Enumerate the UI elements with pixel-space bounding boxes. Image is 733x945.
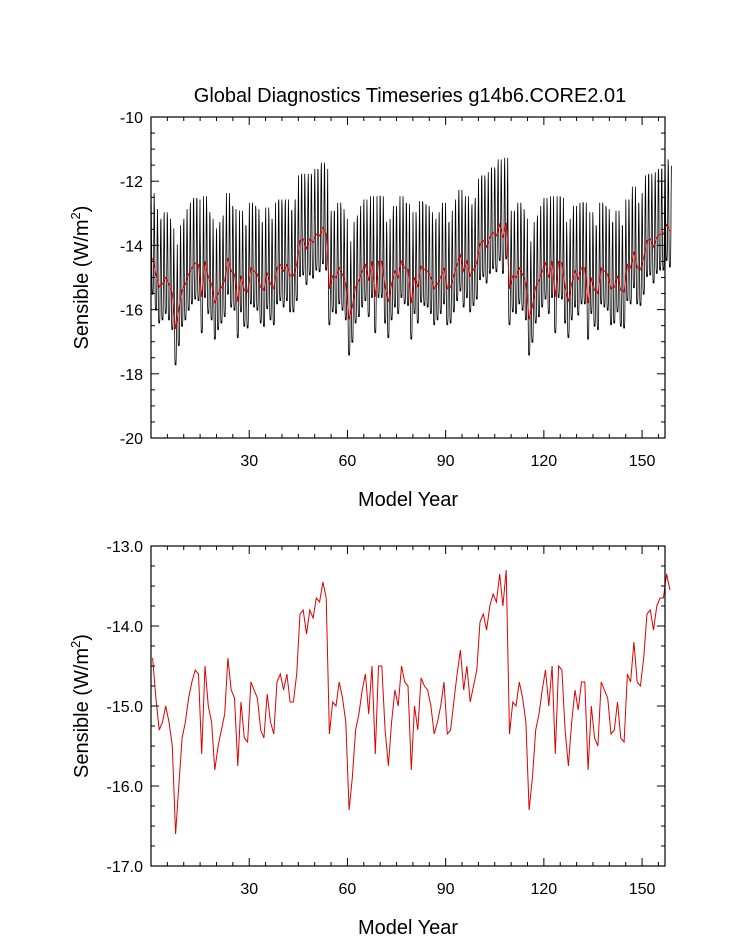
- x-tick-label: 60: [339, 881, 357, 898]
- y-tick-label: -18: [120, 367, 143, 384]
- x-tick-label: 90: [437, 453, 455, 470]
- annual-series-line: [152, 222, 671, 329]
- monthly-series-line: [150, 157, 672, 366]
- x-tick-label: 60: [339, 453, 357, 470]
- x-tick-label: 150: [629, 453, 656, 470]
- x-tick-label: 150: [629, 881, 656, 898]
- x-axis-title: Model Year: [358, 489, 458, 511]
- y-tick-label: -14.0: [107, 619, 144, 636]
- annual-series-line: [152, 569, 671, 835]
- y-tick-label: -12: [120, 174, 143, 191]
- plot-frame: [150, 116, 666, 439]
- y-tick-label: -16.0: [107, 779, 144, 796]
- x-axis-title: Model Year: [358, 917, 458, 939]
- y-axis-title: Sensible (W/m2): [68, 634, 93, 778]
- monthly-annual-plot: 30 60 90 120 150 -20 -18 -16 -14 -12 -10 Model Year…: [68, 110, 672, 511]
- y-tick-label: -15.0: [107, 699, 144, 716]
- y-tick-label: -13.0: [107, 539, 144, 556]
- x-tick-label: 30: [240, 881, 258, 898]
- chart-title: Global Diagnostics Timeseries g14b6.CORE…: [194, 85, 626, 107]
- x-tick-label: 120: [531, 881, 558, 898]
- y-tick-label: -20: [120, 431, 143, 448]
- y-tick-label: -14: [120, 238, 143, 255]
- y-tick-label: -17.0: [107, 859, 144, 876]
- y-axis-title: Sensible (W/m2): [68, 206, 93, 350]
- x-tick-label: 120: [531, 453, 558, 470]
- y-tick-label: -10: [120, 110, 143, 127]
- y-tick-label: -16: [120, 303, 143, 320]
- x-tick-label: 90: [437, 881, 455, 898]
- x-tick-label: 30: [240, 453, 258, 470]
- plot-frame: [150, 545, 666, 867]
- annual-mean-plot: 30 60 90 120 150 -17.0 -16.0 -15.0 -14.0 -13.0 Mod…: [68, 539, 671, 939]
